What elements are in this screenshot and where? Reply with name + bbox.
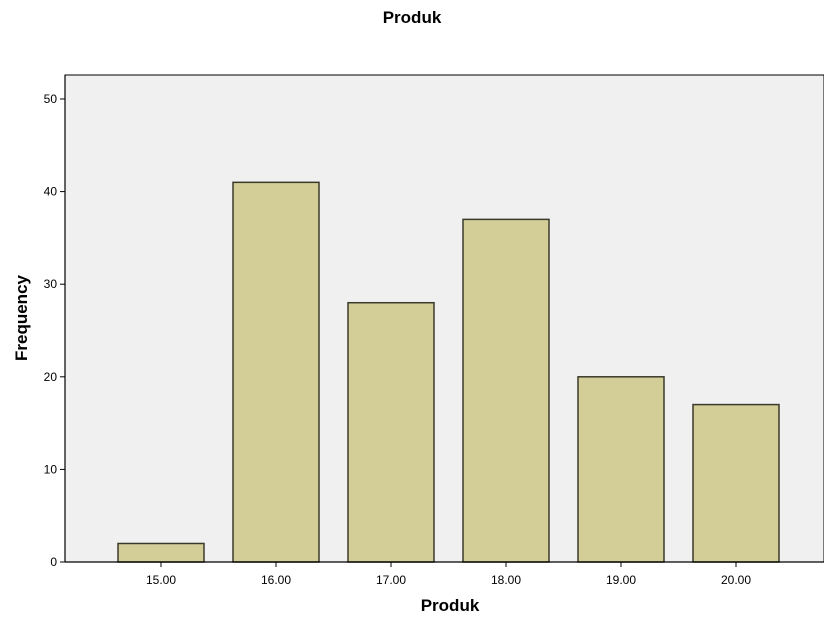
y-tick-label: 30 [44,277,58,291]
bars-group [117,181,780,563]
x-tick-label: 19.00 [606,573,636,587]
x-tick-label: 16.00 [261,573,291,587]
y-tick-label: 10 [44,462,58,476]
bar-18.00 [462,218,550,563]
x-axis-label: Produk [420,596,480,615]
bar-20.00 [692,403,780,563]
y-ticks-group: 0 10 20 30 40 50 [44,92,65,569]
bar-19.00 [577,376,665,563]
y-tick-label: 20 [44,370,58,384]
x-tick-label: 20.00 [721,573,751,587]
x-ticks-group: 15.00 16.00 17.00 18.00 19.00 20.00 [146,562,751,587]
y-tick-label: 50 [44,92,58,106]
bar-15.00 [117,542,205,563]
chart-title: Produk [382,8,442,27]
x-tick-label: 17.00 [376,573,406,587]
y-tick-label: 0 [50,555,57,569]
x-tick-label: 18.00 [491,573,521,587]
bar-17.00 [347,301,435,563]
x-tick-label: 15.00 [146,573,176,587]
bar-16.00 [232,181,320,563]
y-tick-label: 40 [44,185,58,199]
axes-group [64,75,824,563]
